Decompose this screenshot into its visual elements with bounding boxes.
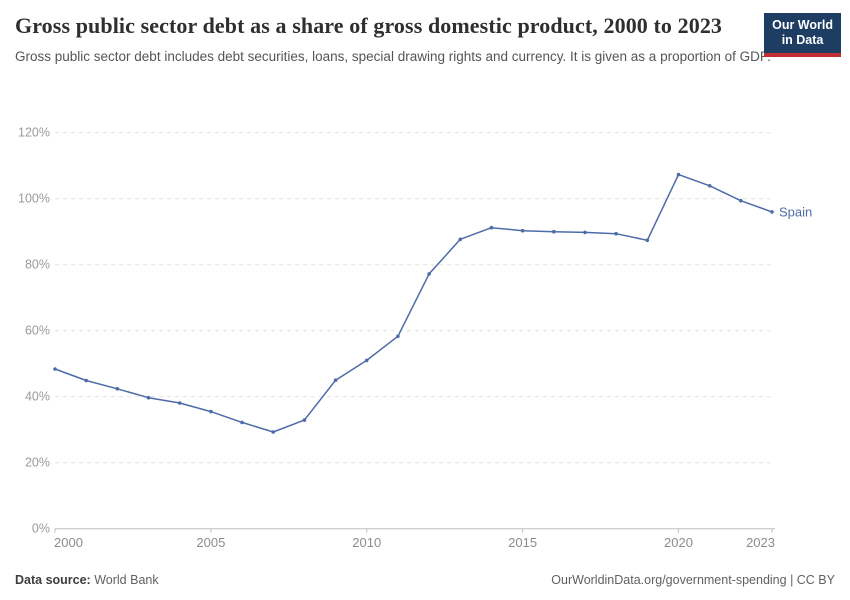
data-point[interactable] xyxy=(552,229,556,234)
data-point[interactable] xyxy=(427,272,431,276)
chart-subtitle: Gross public sector debt includes debt s… xyxy=(15,49,771,65)
data-source: Data source: World Bank xyxy=(15,573,159,587)
data-point[interactable] xyxy=(614,231,618,236)
data-point[interactable] xyxy=(770,210,774,214)
x-tick-label: 2020 xyxy=(664,535,693,550)
data-source-label: Data source: xyxy=(15,573,91,587)
y-tick-label: 80% xyxy=(25,258,50,272)
series-end-label[interactable]: Spain xyxy=(779,204,812,219)
y-tick-label: 60% xyxy=(25,324,50,338)
data-point[interactable] xyxy=(364,358,369,363)
data-point[interactable] xyxy=(209,409,213,414)
data-source-value: World Bank xyxy=(94,573,159,587)
data-point[interactable] xyxy=(707,184,712,188)
x-tick-label: 2010 xyxy=(352,535,381,550)
data-point[interactable] xyxy=(645,238,650,243)
x-tick-label: 2023 xyxy=(746,535,775,550)
data-point[interactable] xyxy=(177,401,182,405)
data-point[interactable] xyxy=(458,237,463,242)
series-line-spain[interactable] xyxy=(54,173,773,433)
y-tick-label: 40% xyxy=(25,390,50,404)
data-point[interactable] xyxy=(520,228,525,233)
data-point[interactable] xyxy=(84,378,88,383)
data-point[interactable] xyxy=(53,367,57,371)
chart-header: Gross public sector debt as a share of g… xyxy=(15,12,835,66)
x-tick-label: 2000 xyxy=(54,535,83,550)
data-point[interactable] xyxy=(115,387,120,391)
data-point[interactable] xyxy=(302,418,307,422)
y-tick-label: 120% xyxy=(18,126,50,140)
y-tick-label: 0% xyxy=(32,522,50,536)
owid-logo-line2: in Data xyxy=(781,33,824,48)
owid-logo-line1: Our World xyxy=(772,18,833,32)
x-tick-label: 2015 xyxy=(508,535,537,550)
data-point[interactable] xyxy=(240,420,244,425)
data-point[interactable] xyxy=(146,395,151,400)
attribution-link[interactable]: OurWorldinData.org/government-spending |… xyxy=(551,573,835,587)
y-tick-label: 20% xyxy=(25,456,50,470)
x-tick-label: 2005 xyxy=(196,535,225,550)
data-point[interactable] xyxy=(271,430,276,434)
y-tick-label: 100% xyxy=(18,192,50,206)
chart-footer: Data source: World Bank OurWorldinData.o… xyxy=(15,573,835,587)
chart-title: Gross public sector debt as a share of g… xyxy=(15,13,723,38)
data-point[interactable] xyxy=(676,172,681,177)
data-point[interactable] xyxy=(583,230,587,235)
data-point[interactable] xyxy=(489,225,494,230)
owid-logo: Our World in Data xyxy=(764,13,841,57)
data-point[interactable] xyxy=(333,378,338,383)
data-point[interactable] xyxy=(739,198,743,203)
data-point[interactable] xyxy=(396,334,400,339)
